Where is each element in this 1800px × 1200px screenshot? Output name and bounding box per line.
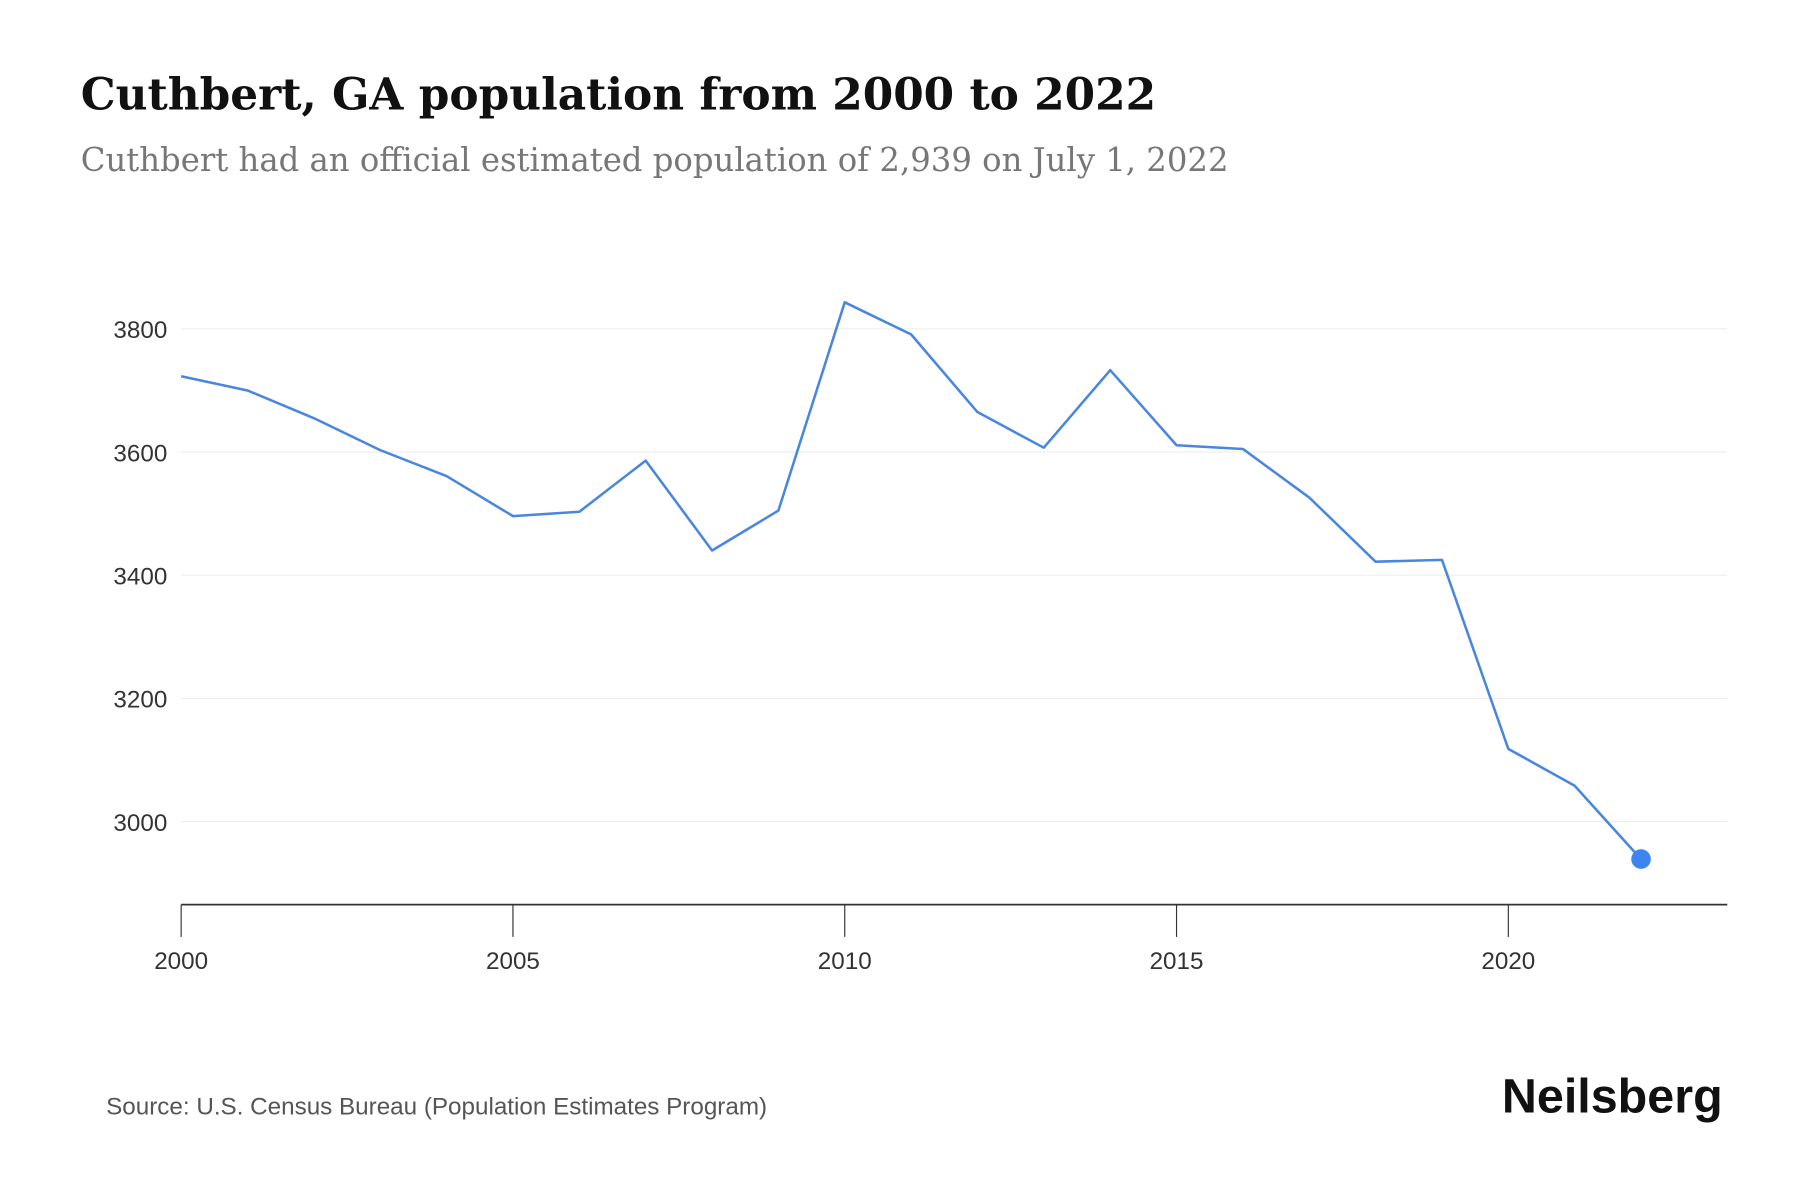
source-note: Source: U.S. Census Bureau (Population E…: [106, 1094, 767, 1121]
chart-title: Cuthbert, GA population from 2000 to 202…: [81, 70, 1156, 121]
y-tick-label: 3800: [113, 317, 167, 344]
population-series: [180, 301, 1651, 869]
gridlines: [181, 328, 1728, 823]
y-tick-label: 3400: [113, 563, 167, 590]
x-tick-label: 2005: [486, 948, 540, 975]
y-tick-label: 3200: [113, 687, 167, 714]
y-tick-label: 3000: [113, 810, 167, 837]
population-line: [180, 301, 1642, 861]
y-tick-label: 3600: [113, 440, 167, 467]
x-axis: 2000 2005 2010 2015 2020: [154, 903, 1728, 975]
x-tick-label: 2000: [154, 948, 208, 975]
x-tick-label: 2010: [818, 948, 872, 975]
x-tick-label: 2020: [1481, 948, 1535, 975]
chart-subtitle: Cuthbert had an official estimated popul…: [81, 141, 1229, 179]
neilsberg-logo: Neilsberg: [1502, 1069, 1723, 1123]
x-tick-label: 2015: [1150, 948, 1204, 975]
latest-point-marker: [1631, 849, 1651, 869]
y-axis: 3000 3200 3400 3600 3800: [113, 317, 167, 837]
